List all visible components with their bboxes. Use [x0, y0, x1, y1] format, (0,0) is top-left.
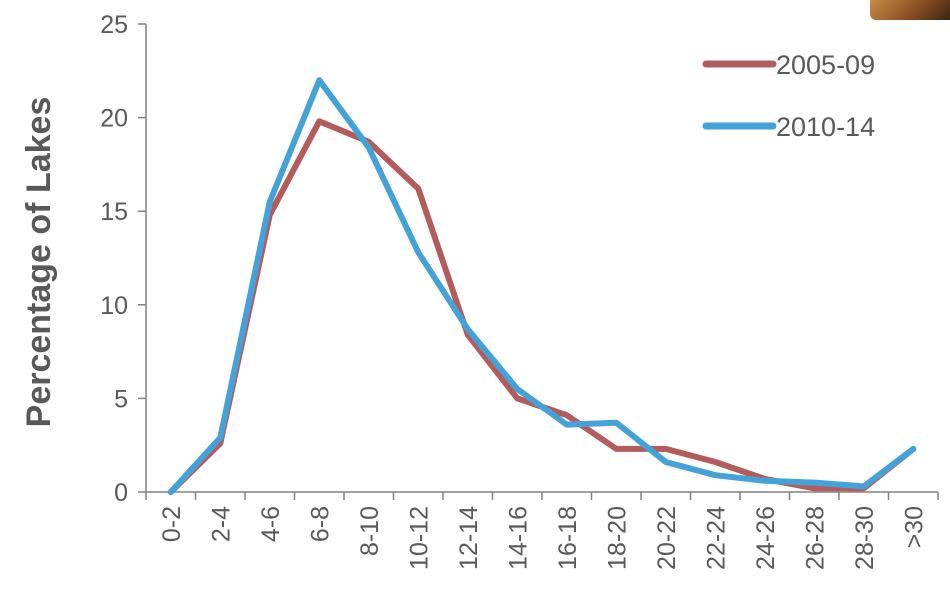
x-tick-label: 6-8	[306, 506, 334, 542]
x-axis-ticks: 0-2 2-4 4-6 6-8 8-10 10-12 12-14 14-16 16-18 18-2…	[145, 492, 939, 570]
x-tick-label: 18-20	[603, 506, 631, 570]
y-tick-label: 5	[114, 385, 128, 413]
y-tick-label: 0	[114, 479, 128, 507]
x-tick-label: 26-28	[801, 506, 829, 570]
x-tick-label: >30	[900, 506, 928, 548]
y-axis-title-group: Percentage of Lakes	[20, 97, 58, 428]
x-tick-label: 20-22	[653, 506, 681, 570]
x-tick-label: 12-14	[455, 506, 483, 570]
legend: 2005-09 2010-14	[702, 50, 875, 142]
x-tick-label: 14-16	[504, 506, 532, 570]
series-lines	[167, 77, 917, 495]
photo-thumbnail-corner	[870, 0, 950, 20]
x-tick-label: 28-30	[851, 506, 879, 570]
y-axis-ticks: 0 5 10 15 20 25	[100, 11, 146, 507]
legend-label: 2005-09	[776, 50, 875, 80]
x-tick-label: 10-12	[405, 506, 433, 570]
y-tick-label: 15	[100, 198, 128, 226]
axes	[145, 24, 938, 493]
x-tick-label: 0-2	[158, 506, 186, 542]
y-tick-label: 10	[100, 292, 128, 320]
x-tick-label: 16-18	[554, 506, 582, 570]
x-tick-label: 22-24	[702, 506, 730, 570]
y-tick-label: 25	[100, 11, 128, 39]
x-tick-label: 2-4	[207, 506, 235, 542]
y-axis-title: Percentage of Lakes	[20, 97, 58, 428]
y-tick-label: 20	[100, 105, 128, 133]
x-tick-label: 24-26	[752, 506, 780, 570]
x-tick-label: 8-10	[356, 506, 384, 556]
series-line-2010-14	[167, 77, 917, 495]
x-tick-label: 4-6	[257, 506, 285, 542]
legend-label: 2010-14	[776, 112, 875, 142]
